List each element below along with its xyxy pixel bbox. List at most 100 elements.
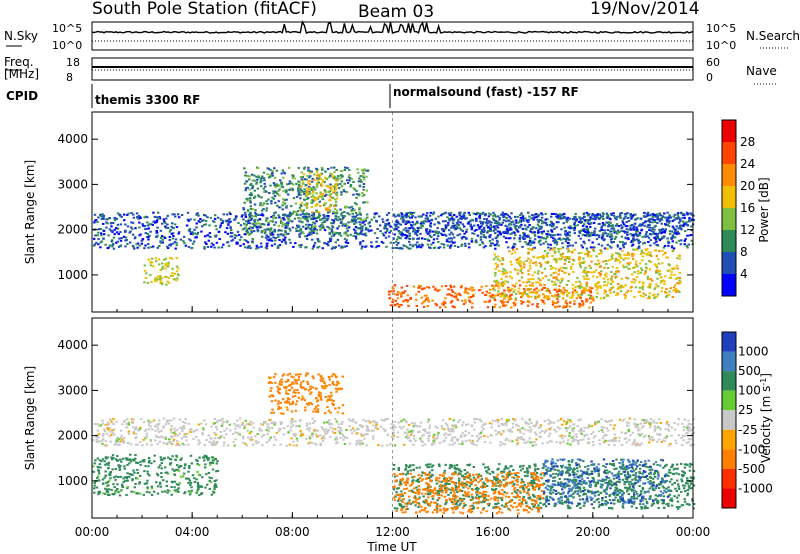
data-cell xyxy=(175,265,179,268)
data-cell xyxy=(288,213,291,216)
data-cell xyxy=(603,441,606,444)
data-cell xyxy=(339,182,342,185)
data-cell xyxy=(576,224,579,227)
data-cell xyxy=(297,187,300,190)
data-cell xyxy=(174,238,178,241)
data-cell xyxy=(300,201,303,204)
data-cell xyxy=(335,217,338,220)
data-cell xyxy=(264,236,268,239)
data-cell xyxy=(494,228,497,231)
data-cell xyxy=(350,178,354,180)
data-cell xyxy=(374,425,378,428)
data-cell xyxy=(512,301,516,304)
data-cell xyxy=(624,297,627,300)
data-cell xyxy=(300,244,303,246)
data-cell xyxy=(624,257,627,260)
data-cell xyxy=(616,283,620,285)
data-cell xyxy=(324,190,328,193)
data-cell xyxy=(124,236,128,239)
data-cell xyxy=(386,218,389,221)
data-cell xyxy=(108,244,111,247)
data-cell xyxy=(176,434,179,437)
data-cell xyxy=(588,235,591,238)
data-cell xyxy=(324,202,327,205)
data-cell xyxy=(607,429,610,432)
data-cell xyxy=(604,290,607,293)
data-cell xyxy=(568,244,572,247)
data-cell xyxy=(535,292,538,295)
data-cell xyxy=(429,236,433,238)
data-cell xyxy=(610,275,614,278)
data-cell xyxy=(158,440,162,443)
data-cell xyxy=(666,237,669,240)
data-cell xyxy=(187,219,190,222)
data-cell xyxy=(597,243,600,246)
data-cell xyxy=(456,227,459,230)
data-cell xyxy=(415,234,419,237)
data-cell xyxy=(679,243,682,246)
data-cell xyxy=(580,291,584,294)
data-cell xyxy=(674,228,677,231)
data-cell xyxy=(251,179,254,182)
data-cell xyxy=(111,243,114,246)
data-cell xyxy=(251,226,254,229)
data-cell xyxy=(319,205,322,208)
data-cell xyxy=(111,429,114,432)
data-cell xyxy=(185,439,188,442)
data-cell xyxy=(303,178,306,181)
data-cell xyxy=(459,221,462,224)
data-cell xyxy=(278,229,281,232)
data-cell xyxy=(521,236,525,239)
data-cell xyxy=(358,212,362,215)
data-cell xyxy=(496,283,500,286)
data-cell xyxy=(315,171,319,174)
data-cell xyxy=(512,220,515,223)
data-cell xyxy=(275,169,279,172)
data-cell xyxy=(568,217,572,220)
data-cell xyxy=(625,432,628,434)
data-cell xyxy=(130,418,134,421)
data-cell xyxy=(397,291,400,293)
data-cell xyxy=(189,233,193,235)
data-cell xyxy=(261,223,264,225)
data-cell xyxy=(361,169,364,171)
data-cell xyxy=(102,218,105,220)
data-cell xyxy=(141,223,144,226)
data-cell xyxy=(425,214,428,217)
data-cell xyxy=(492,287,495,290)
data-cell xyxy=(497,244,500,247)
data-cell xyxy=(426,286,429,289)
data-cell xyxy=(481,211,485,214)
data-cell xyxy=(542,257,545,260)
data-cell xyxy=(420,243,424,246)
data-cell xyxy=(649,261,653,263)
data-cell xyxy=(444,432,447,435)
data-cell xyxy=(415,304,418,307)
data-cell xyxy=(257,194,260,197)
data-cell xyxy=(340,220,343,223)
data-cell xyxy=(637,432,640,435)
data-cell xyxy=(643,224,646,227)
data-cell xyxy=(181,421,185,423)
data-cell xyxy=(175,257,178,259)
data-cell xyxy=(541,277,545,280)
data-cell xyxy=(663,280,666,283)
data-cell xyxy=(547,296,550,299)
data-cell xyxy=(488,220,491,223)
data-cell xyxy=(469,225,472,228)
data-cell xyxy=(506,301,509,304)
data-cell xyxy=(269,233,272,236)
data-cell xyxy=(482,246,485,249)
data-cell xyxy=(610,233,613,236)
data-cell xyxy=(239,244,242,247)
data-cell xyxy=(172,235,175,237)
data-cell xyxy=(687,441,690,444)
data-cell xyxy=(335,184,338,187)
data-cell xyxy=(587,278,590,280)
data-cell xyxy=(592,249,596,252)
data-cell xyxy=(191,242,195,245)
data-cell xyxy=(297,180,300,183)
data-cell xyxy=(670,270,673,273)
data-cell xyxy=(440,243,444,245)
data-cell xyxy=(139,233,142,236)
